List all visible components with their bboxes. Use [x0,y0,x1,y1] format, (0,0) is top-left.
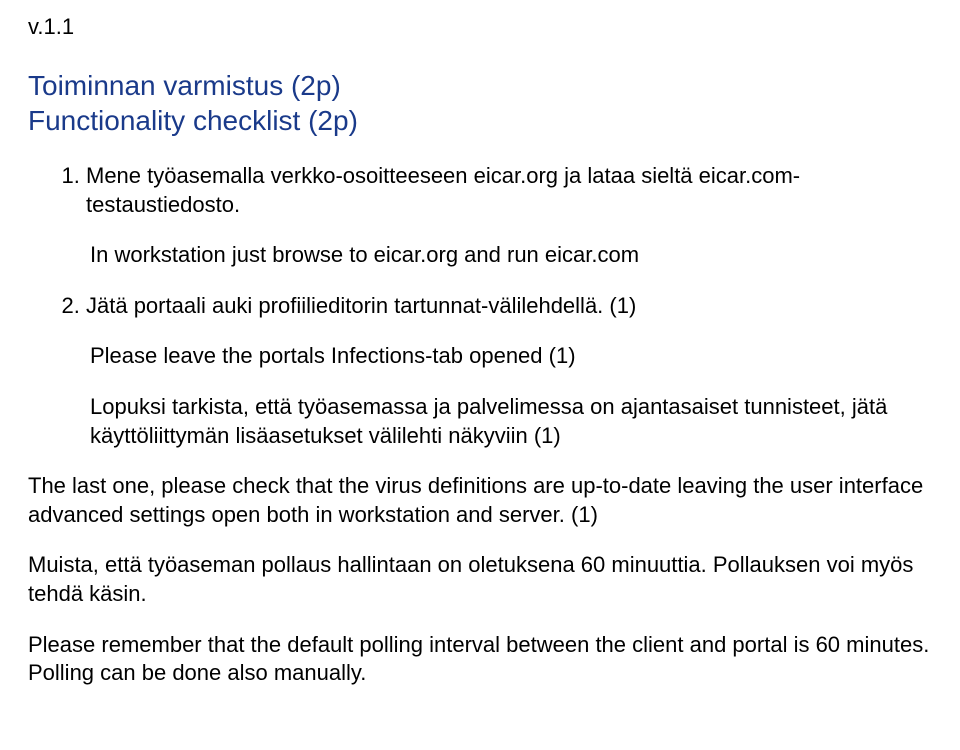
paragraph-3: Please remember that the default polling… [28,631,938,688]
heading-line-2: Functionality checklist (2p) [28,103,938,138]
list-item-1: Mene työasemalla verkko-osoitteeseen eic… [86,162,938,219]
version-label: v.1.1 [28,14,938,40]
list-item-2-sub2: Lopuksi tarkista, että työasemassa ja pa… [90,393,938,450]
checklist: Mene työasemalla verkko-osoitteeseen eic… [28,162,938,219]
list-item-2-text: Jätä portaali auki profiilieditorin tart… [86,293,636,318]
list-item-2: Jätä portaali auki profiilieditorin tart… [86,292,938,321]
paragraph-2: Muista, että työaseman pollaus hallintaa… [28,551,938,608]
document-page: v.1.1 Toiminnan varmistus (2p) Functiona… [0,0,960,750]
paragraph-1: The last one, please check that the viru… [28,472,938,529]
list-item-1-text: Mene työasemalla verkko-osoitteeseen eic… [86,163,800,217]
checklist-cont: Jätä portaali auki profiilieditorin tart… [28,292,938,321]
list-item-2-sub1: Please leave the portals Infections-tab … [90,342,938,371]
list-item-1-sub: In workstation just browse to eicar.org … [90,241,938,270]
heading-line-1: Toiminnan varmistus (2p) [28,68,938,103]
section-heading: Toiminnan varmistus (2p) Functionality c… [28,68,938,138]
